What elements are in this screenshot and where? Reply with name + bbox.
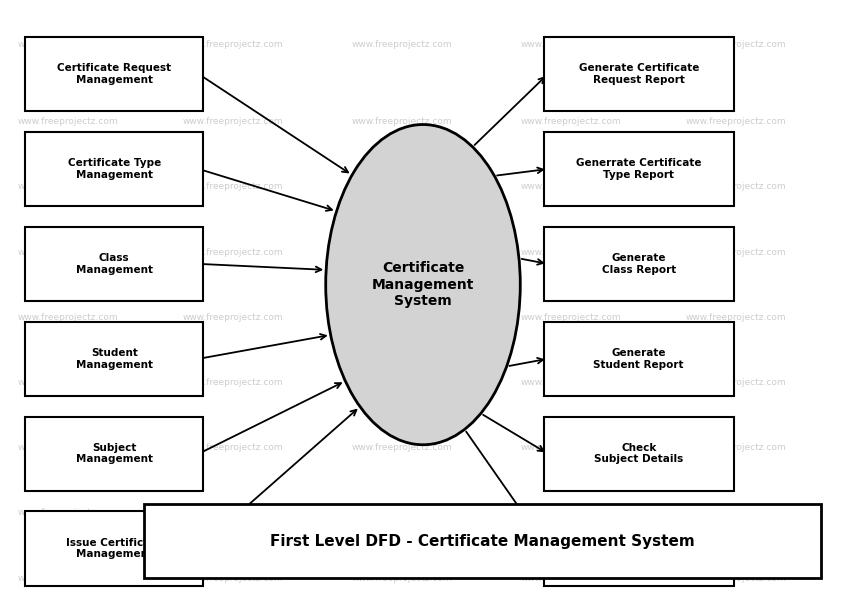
Text: www.freeprojectz.com: www.freeprojectz.com	[183, 508, 283, 518]
Text: www.freeprojectz.com: www.freeprojectz.com	[521, 573, 621, 583]
FancyBboxPatch shape	[25, 132, 203, 206]
Ellipse shape	[326, 125, 520, 445]
Text: www.freeprojectz.com: www.freeprojectz.com	[521, 117, 621, 126]
Text: www.freeprojectz.com: www.freeprojectz.com	[18, 378, 118, 387]
Text: www.freeprojectz.com: www.freeprojectz.com	[521, 378, 621, 387]
Text: www.freeprojectz.com: www.freeprojectz.com	[18, 443, 118, 452]
FancyBboxPatch shape	[543, 416, 733, 491]
FancyBboxPatch shape	[543, 511, 733, 586]
Text: www.freeprojectz.com: www.freeprojectz.com	[686, 117, 786, 126]
Text: www.freeprojectz.com: www.freeprojectz.com	[18, 182, 118, 192]
Text: www.freeprojectz.com: www.freeprojectz.com	[352, 182, 452, 192]
Text: www.freeprojectz.com: www.freeprojectz.com	[183, 247, 283, 257]
Text: www.freeprojectz.com: www.freeprojectz.com	[686, 508, 786, 518]
Text: www.freeprojectz.com: www.freeprojectz.com	[521, 40, 621, 49]
Text: Student
Management: Student Management	[75, 348, 153, 369]
FancyBboxPatch shape	[25, 227, 203, 301]
Text: www.freeprojectz.com: www.freeprojectz.com	[352, 378, 452, 387]
Text: www.freeprojectz.com: www.freeprojectz.com	[18, 247, 118, 257]
Text: www.freeprojectz.com: www.freeprojectz.com	[183, 182, 283, 192]
Text: www.freeprojectz.com: www.freeprojectz.com	[521, 247, 621, 257]
Text: www.freeprojectz.com: www.freeprojectz.com	[352, 247, 452, 257]
FancyBboxPatch shape	[543, 227, 733, 301]
FancyBboxPatch shape	[543, 132, 733, 206]
Text: Generrate
Issue Certificate Report: Generrate Issue Certificate Report	[569, 538, 709, 559]
Text: Class
Management: Class Management	[75, 253, 153, 275]
Text: Certificate Type
Management: Certificate Type Management	[68, 158, 161, 180]
Text: www.freeprojectz.com: www.freeprojectz.com	[686, 313, 786, 322]
Text: Generrate Certificate
Type Report: Generrate Certificate Type Report	[576, 158, 701, 180]
Text: www.freeprojectz.com: www.freeprojectz.com	[18, 313, 118, 322]
Text: www.freeprojectz.com: www.freeprojectz.com	[183, 40, 283, 49]
FancyBboxPatch shape	[25, 37, 203, 111]
Text: www.freeprojectz.com: www.freeprojectz.com	[686, 378, 786, 387]
Text: www.freeprojectz.com: www.freeprojectz.com	[18, 117, 118, 126]
Text: www.freeprojectz.com: www.freeprojectz.com	[686, 247, 786, 257]
Text: www.freeprojectz.com: www.freeprojectz.com	[183, 117, 283, 126]
Text: www.freeprojectz.com: www.freeprojectz.com	[183, 378, 283, 387]
Text: www.freeprojectz.com: www.freeprojectz.com	[18, 573, 118, 583]
Text: www.freeprojectz.com: www.freeprojectz.com	[352, 117, 452, 126]
FancyBboxPatch shape	[543, 37, 733, 111]
Text: www.freeprojectz.com: www.freeprojectz.com	[521, 508, 621, 518]
Text: Generate Certificate
Request Report: Generate Certificate Request Report	[579, 63, 699, 85]
Text: www.freeprojectz.com: www.freeprojectz.com	[686, 443, 786, 452]
Text: www.freeprojectz.com: www.freeprojectz.com	[352, 40, 452, 49]
Text: www.freeprojectz.com: www.freeprojectz.com	[686, 40, 786, 49]
Text: www.freeprojectz.com: www.freeprojectz.com	[686, 573, 786, 583]
Text: www.freeprojectz.com: www.freeprojectz.com	[183, 313, 283, 322]
Text: Generate
Class Report: Generate Class Report	[602, 253, 676, 275]
Text: First Level DFD - Certificate Management System: First Level DFD - Certificate Management…	[270, 534, 695, 549]
Text: www.freeprojectz.com: www.freeprojectz.com	[686, 182, 786, 192]
Text: www.freeprojectz.com: www.freeprojectz.com	[18, 40, 118, 49]
Text: www.freeprojectz.com: www.freeprojectz.com	[521, 182, 621, 192]
Text: Issue Certificate
Management: Issue Certificate Management	[66, 538, 162, 559]
Text: Subject
Management: Subject Management	[75, 443, 153, 464]
Text: Generate
Student Report: Generate Student Report	[594, 348, 684, 369]
Text: www.freeprojectz.com: www.freeprojectz.com	[352, 573, 452, 583]
Text: www.freeprojectz.com: www.freeprojectz.com	[521, 443, 621, 452]
Text: www.freeprojectz.com: www.freeprojectz.com	[352, 443, 452, 452]
FancyBboxPatch shape	[144, 504, 821, 578]
Text: www.freeprojectz.com: www.freeprojectz.com	[183, 443, 283, 452]
Text: www.freeprojectz.com: www.freeprojectz.com	[183, 573, 283, 583]
FancyBboxPatch shape	[25, 416, 203, 491]
Text: www.freeprojectz.com: www.freeprojectz.com	[521, 313, 621, 322]
Text: www.freeprojectz.com: www.freeprojectz.com	[352, 313, 452, 322]
FancyBboxPatch shape	[543, 321, 733, 396]
Text: Certificate Request
Management: Certificate Request Management	[58, 63, 171, 85]
Text: www.freeprojectz.com: www.freeprojectz.com	[18, 508, 118, 518]
FancyBboxPatch shape	[25, 511, 203, 586]
Text: Certificate
Management
System: Certificate Management System	[371, 262, 475, 308]
Text: www.freeprojectz.com: www.freeprojectz.com	[352, 508, 452, 518]
FancyBboxPatch shape	[25, 321, 203, 396]
Text: Check
Subject Details: Check Subject Details	[594, 443, 684, 464]
